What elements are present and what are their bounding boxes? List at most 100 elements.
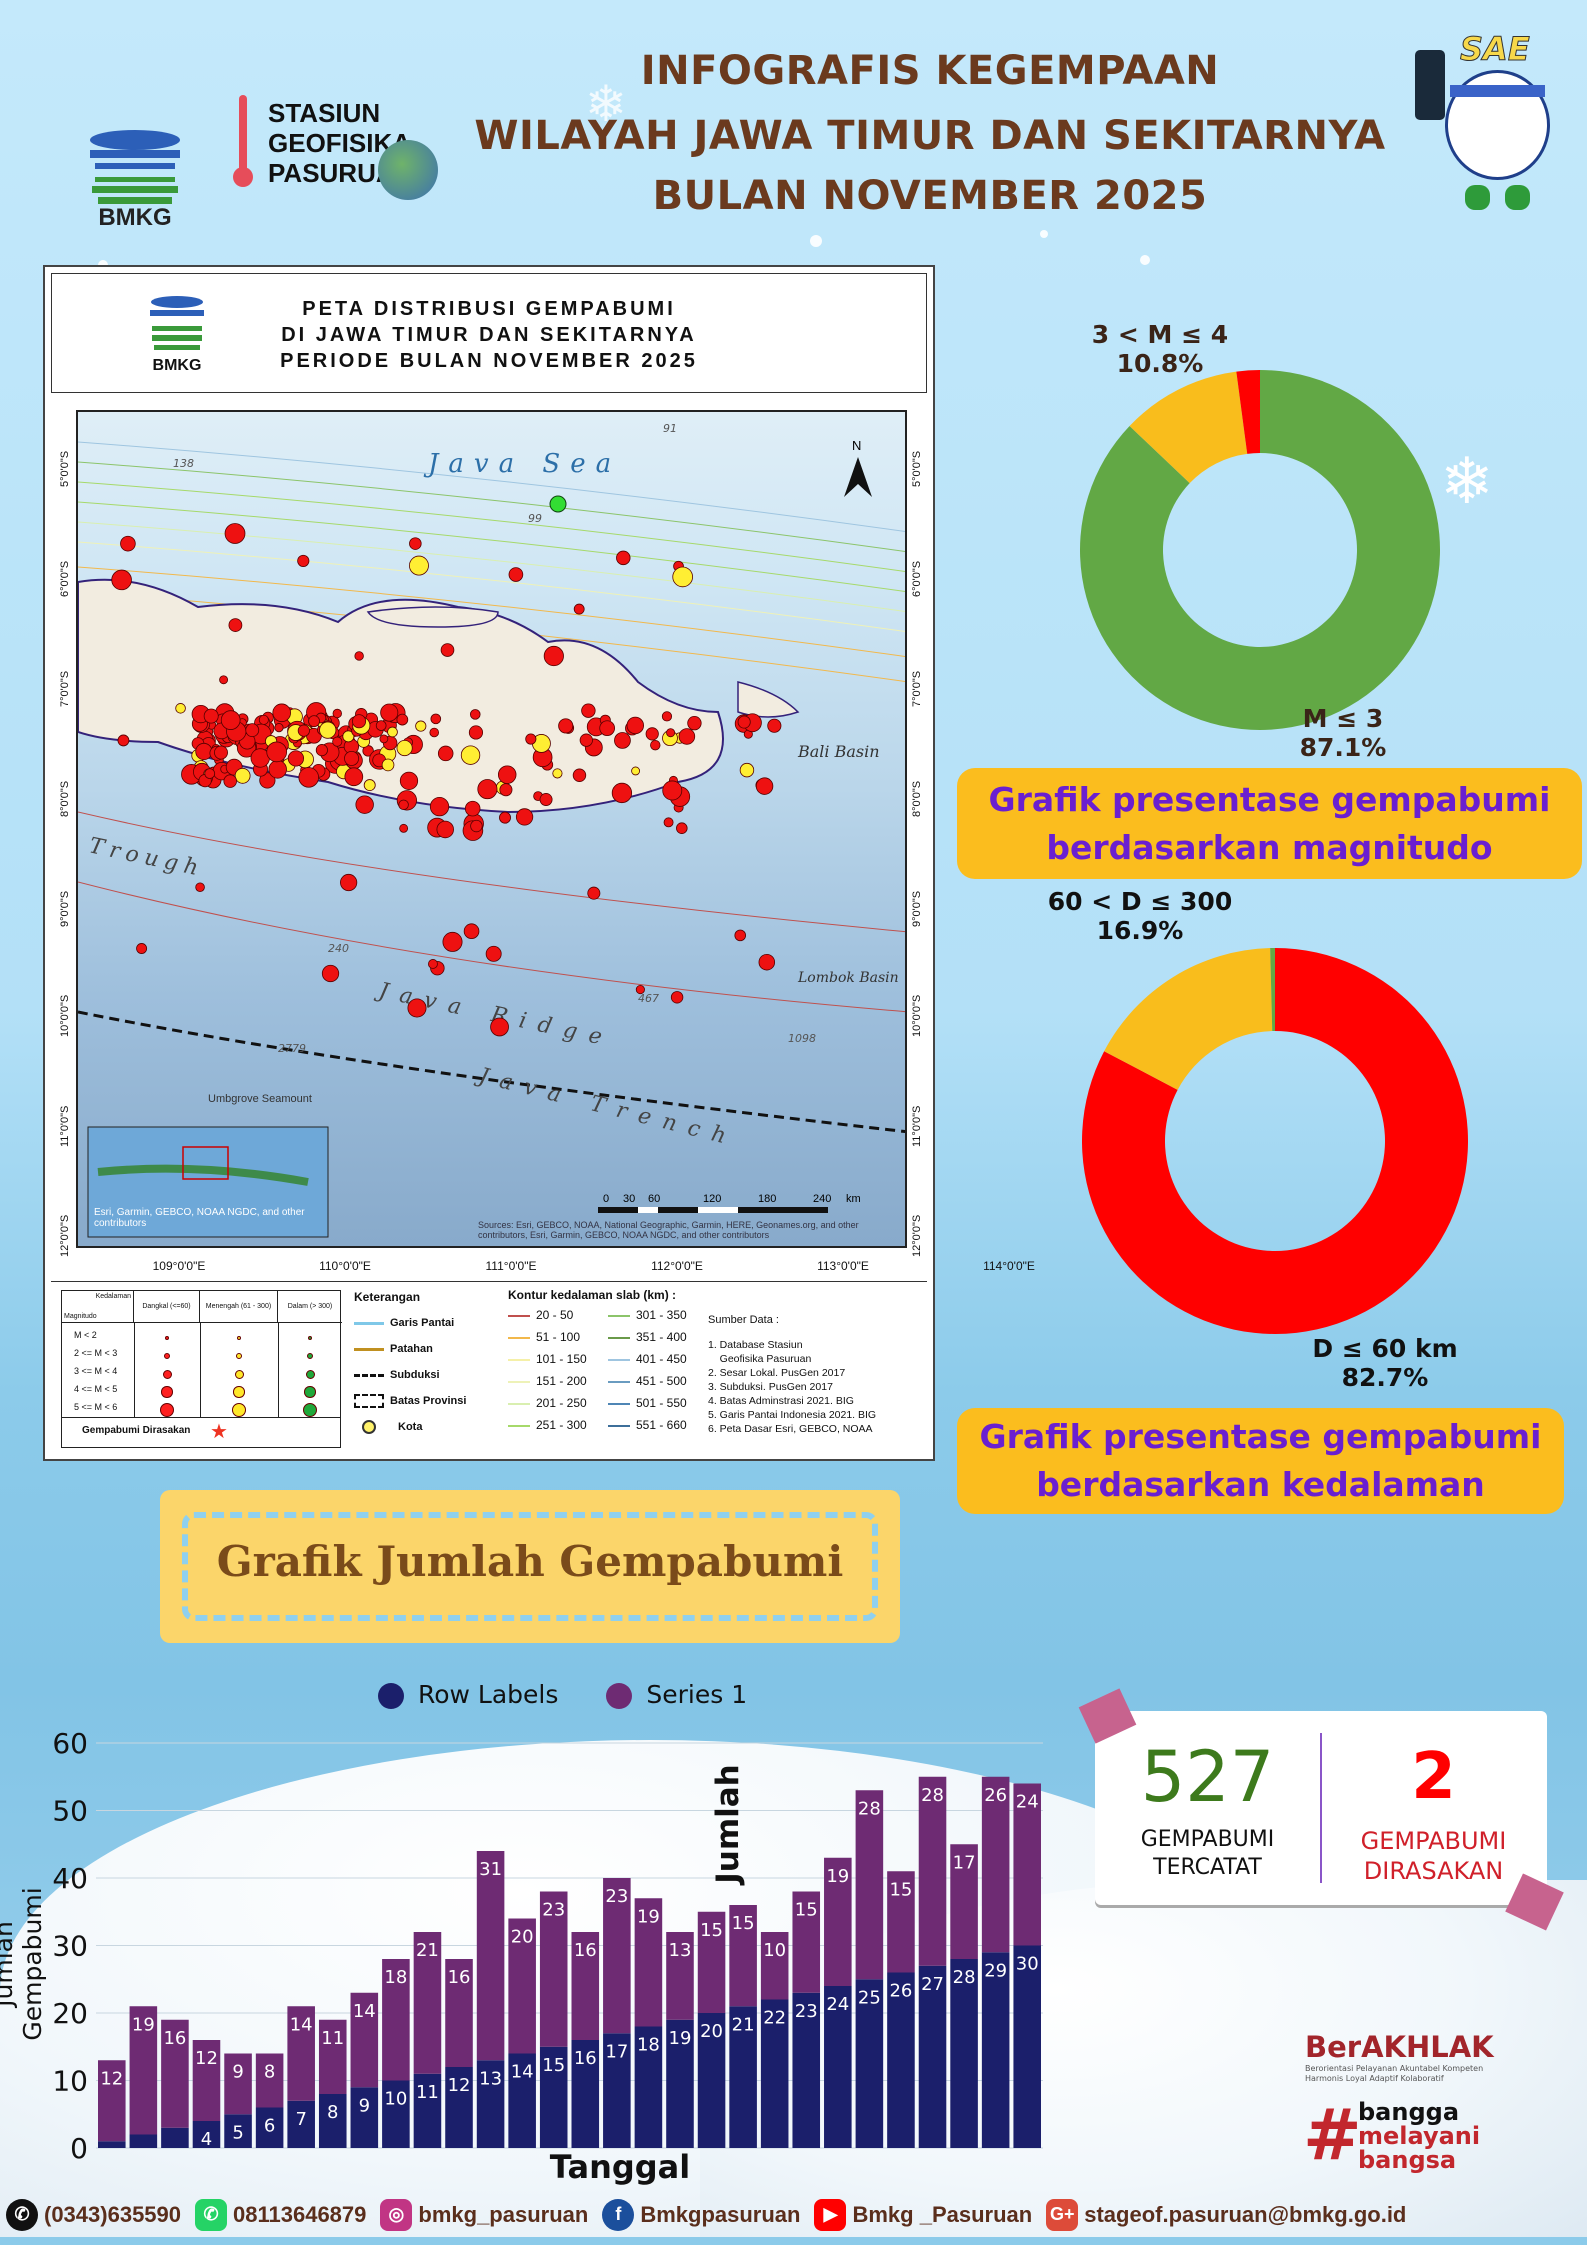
data-label-series-1: 14 <box>353 2001 376 2022</box>
latitude-label: 10°0'0"S <box>911 994 923 1037</box>
legend-row: 3 <= M < 4 <box>62 1363 340 1385</box>
bar-series-1 <box>161 2019 189 2128</box>
bar-series-1 <box>539 1891 568 2047</box>
google-plus-icon: G+ <box>1046 2198 1079 2231</box>
earthquake-point <box>755 777 774 795</box>
snowflake-icon: ❄ <box>585 75 627 133</box>
data-label-series-1: 8 <box>264 2062 275 2083</box>
earthquake-point <box>470 819 483 833</box>
earthquake-point <box>245 723 260 738</box>
legend-dot <box>165 1336 169 1340</box>
earthquake-point <box>214 745 228 760</box>
earthquake-point <box>437 745 454 762</box>
earthquake-point <box>136 943 148 954</box>
contour-legend-item: 20 - 50 <box>508 1308 573 1322</box>
earthquake-point <box>676 822 688 834</box>
svg-text:BMKG: BMKG <box>153 357 202 374</box>
latitude-label: 11°0'0"S <box>911 1105 923 1147</box>
bar-row-labels <box>855 1979 884 2148</box>
latitude-label: 9°0'0"S <box>59 890 71 927</box>
data-label-series-1: 15 <box>889 1879 912 1900</box>
footer-item-youtube[interactable]: ▶ Bmkg _Pasuruan <box>814 2198 1032 2231</box>
earthquake-point <box>399 771 419 790</box>
earthquake-point <box>616 550 631 566</box>
earthquake-point <box>499 783 513 797</box>
map-canvas[interactable]: Java Sea Bali Basin Trough Java Ridge Ja… <box>76 410 907 1248</box>
earthquake-point <box>268 760 287 779</box>
earthquake-point <box>767 718 782 733</box>
legend-dot <box>305 1369 315 1379</box>
data-label-row-labels: 24 <box>826 1994 849 2015</box>
bar-series-1 <box>981 1776 1010 1953</box>
longitude-label: 113°0'0"E <box>817 1259 869 1273</box>
bar-row-labels <box>287 2100 315 2148</box>
earthquake-point <box>315 744 328 757</box>
bar-series-1 <box>950 1844 978 1959</box>
earthquake-point <box>332 736 343 747</box>
data-label-row-labels: 26 <box>889 1981 912 2002</box>
latitude-label: 12°0'0"S <box>59 1214 71 1257</box>
data-label-row-labels: 17 <box>605 2041 628 2062</box>
data-label-row-labels: 7 <box>295 2109 306 2130</box>
footer-item-whatsapp[interactable]: ✆ 08113646879 <box>195 2198 366 2231</box>
north-arrow-icon: N <box>844 438 872 497</box>
felt-count: 2 <box>1411 1740 1456 1814</box>
hashtag-icon: # <box>1303 2094 1362 2176</box>
y-tick-label: 30 <box>52 1930 88 1963</box>
bar-row-labels <box>350 2087 379 2148</box>
svg-text:120: 120 <box>703 1193 721 1205</box>
donut-slice <box>1080 370 1440 730</box>
madura-island <box>366 606 499 628</box>
snowflake <box>1040 230 1048 238</box>
bar-series-1 <box>129 2006 158 2135</box>
bar-row-labels <box>981 1952 1010 2148</box>
data-label-row-labels: 19 <box>669 2028 692 2049</box>
chart-inner-label: Jumlah <box>710 1764 746 1884</box>
bar-series-1 <box>192 2040 221 2121</box>
earthquake-point <box>407 998 427 1018</box>
earthquake-point <box>117 734 130 747</box>
earthquake-point <box>525 733 537 745</box>
svg-text:Java Ridge: Java Ridge <box>373 978 616 1053</box>
footer-item-google-plus[interactable]: G+ stageof.pasuruan@bmkg.go.id <box>1046 2198 1406 2231</box>
earthquake-point <box>436 820 454 839</box>
earthquake-point <box>485 945 502 962</box>
contour-legend-item: 101 - 150 <box>508 1352 587 1366</box>
earthquake-point <box>428 959 438 969</box>
data-label-row-labels: 13 <box>479 2068 502 2089</box>
bar-series-1 <box>445 1959 473 2067</box>
earthquake-point <box>409 537 422 550</box>
earthquake-point <box>272 703 291 723</box>
earthquake-point <box>203 708 219 724</box>
bar-row-labels <box>634 2026 663 2148</box>
earthquake-point <box>587 886 601 900</box>
map-title-line-2: DI JAWA TIMUR DAN SEKITARNYA <box>281 324 697 346</box>
subduction-line <box>78 1010 905 1134</box>
divider-vine <box>1320 1733 1322 1883</box>
data-label-series-1: 20 <box>511 1927 534 1948</box>
data-label-series-1: 28 <box>921 1785 944 1806</box>
legend-dot <box>308 1336 312 1340</box>
data-label-series-1: 15 <box>700 1920 723 1941</box>
bar-row-labels <box>98 2141 126 2148</box>
footer-item-facebook[interactable]: f Bmkgpasuruan <box>602 2198 800 2231</box>
svg-text:Java Sea: Java Sea <box>423 449 621 479</box>
legend-swatch <box>378 1683 404 1709</box>
bar-series-1 <box>476 1851 505 2061</box>
source-item: 6. Peta Dasar Esri, GEBCO, NOAA <box>708 1423 873 1435</box>
whatsapp-icon: ✆ <box>195 2198 228 2231</box>
bar-series-1 <box>255 2053 284 2108</box>
y-tick-label: 40 <box>52 1862 88 1895</box>
map-legend: Kedalaman Magnitudo Dangkal (<=60) Menen… <box>51 1281 927 1453</box>
recorded-count: 527 <box>1140 1736 1275 1818</box>
earthquake-point <box>409 555 429 576</box>
depth-label-60-300: 60 < D ≤ 300 16.9% <box>1047 887 1233 945</box>
stats-card: 527 GEMPABUMI TERCATAT 2 GEMPABUMI DIRASAK… <box>1078 1688 1564 1931</box>
facebook-icon: f <box>602 2198 635 2231</box>
earthquake-point <box>645 727 659 741</box>
footer-item-phone[interactable]: ✆ (0343)635590 <box>6 2198 181 2231</box>
earthquake-point <box>552 768 563 779</box>
data-label-row-labels: 29 <box>984 1960 1007 1981</box>
footer-item-instagram[interactable]: ◎ bmkg_pasuruan <box>380 2198 588 2231</box>
earthquake-point <box>573 603 585 615</box>
